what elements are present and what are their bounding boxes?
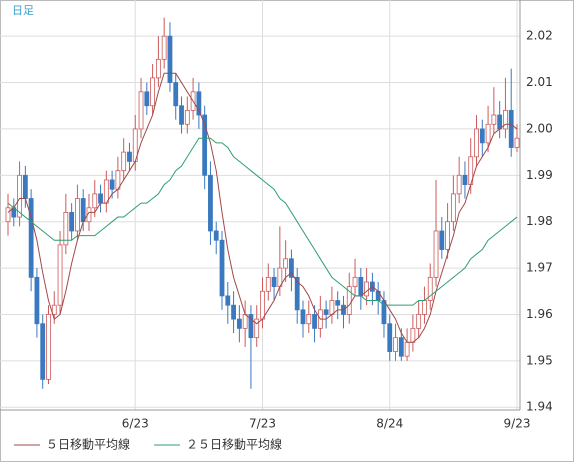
y-tick-label: 1.99 [526, 168, 553, 182]
moving-average-line [7, 72, 518, 343]
candle-body [503, 109, 508, 130]
candle-body [450, 193, 456, 223]
candle-body [323, 309, 329, 315]
candle-body [5, 207, 11, 223]
candle-body [352, 276, 358, 288]
candle-body [208, 174, 213, 232]
candle-body [491, 114, 497, 125]
candle-body [109, 179, 115, 190]
y-tick-label: 1.96 [526, 307, 553, 321]
x-tick-label: 6/23 [122, 417, 149, 431]
y-tick-label: 1.97 [526, 261, 553, 275]
candle-body [398, 337, 404, 357]
candle-body [150, 77, 156, 107]
candle-body [225, 295, 231, 306]
candle-body [260, 290, 265, 320]
candle-body [283, 258, 289, 269]
candle-body [155, 58, 161, 79]
y-tick-label: 2.00 [526, 121, 553, 135]
legend-label: ２５日移動平均線 [186, 437, 282, 452]
candle-body [184, 109, 190, 125]
candle-body [300, 309, 306, 325]
candle-body [416, 314, 422, 329]
candle-body [98, 193, 103, 204]
candle-body [167, 35, 173, 83]
candle-body [51, 304, 57, 315]
y-tick-label: 2.01 [526, 75, 553, 89]
candle-body [236, 318, 242, 329]
candle-body [213, 230, 219, 241]
candle-body [242, 314, 248, 329]
candle-body [179, 105, 184, 125]
candle-body [346, 286, 352, 315]
candle-body [410, 327, 416, 343]
candle-body [485, 123, 491, 144]
candle-body [40, 323, 46, 380]
candle-body [335, 300, 341, 306]
candle-body [445, 221, 450, 250]
candle-body [254, 318, 260, 339]
candle-body [439, 230, 445, 250]
candle-body [144, 91, 150, 107]
candle-body [497, 114, 503, 130]
candle-body [34, 276, 40, 325]
candle-body [92, 193, 98, 209]
candle-body [306, 314, 312, 325]
candle-body [17, 174, 22, 218]
candle-body [387, 323, 393, 352]
candle-body [231, 304, 236, 320]
candle-body [219, 239, 225, 297]
candle-body [69, 212, 75, 232]
y-tick-label: 1.95 [526, 353, 553, 367]
candle-body [393, 337, 398, 352]
candle-body [196, 91, 202, 116]
candle-body [248, 314, 254, 339]
candle-body [28, 198, 34, 278]
candle-body [289, 258, 294, 278]
candle-body [433, 230, 439, 278]
y-tick-label: 1.94 [526, 400, 553, 414]
candle-body [474, 128, 479, 158]
candle-body [364, 281, 370, 297]
candle-body [271, 276, 277, 288]
candle-body [427, 276, 433, 301]
candle-body [479, 128, 485, 144]
legend-label: ５日移動平均線 [46, 437, 130, 452]
candle-body [404, 341, 410, 357]
candle-body [422, 300, 427, 315]
candle-body [329, 300, 335, 315]
y-tick-label: 1.98 [526, 214, 553, 228]
candle-body [75, 198, 80, 232]
candle-body [294, 276, 300, 311]
x-tick-label: 7/23 [249, 417, 276, 431]
candle-body [173, 82, 179, 107]
moving-average-line [7, 137, 518, 306]
x-tick-label: 9/23 [504, 417, 531, 431]
chart-title: 日足 [12, 4, 34, 17]
candle-body [265, 276, 271, 292]
candle-body [508, 109, 514, 148]
candle-body [138, 91, 144, 130]
candle-body [103, 179, 109, 204]
candle-body [121, 151, 127, 172]
candle-body [202, 114, 208, 176]
y-tick-label: 2.02 [526, 29, 553, 43]
x-tick-label: 8/24 [376, 417, 403, 431]
candle-body [127, 151, 132, 162]
candle-body [514, 137, 520, 148]
candle-body [57, 244, 63, 306]
candle-body [456, 174, 462, 195]
candle-body [80, 198, 86, 223]
candle-body [63, 212, 69, 246]
candle-body [22, 174, 28, 199]
candle-body [46, 314, 51, 380]
candle-body [161, 35, 167, 60]
candle-body [358, 276, 364, 297]
candle-body [312, 314, 317, 329]
candle-body [462, 174, 468, 185]
